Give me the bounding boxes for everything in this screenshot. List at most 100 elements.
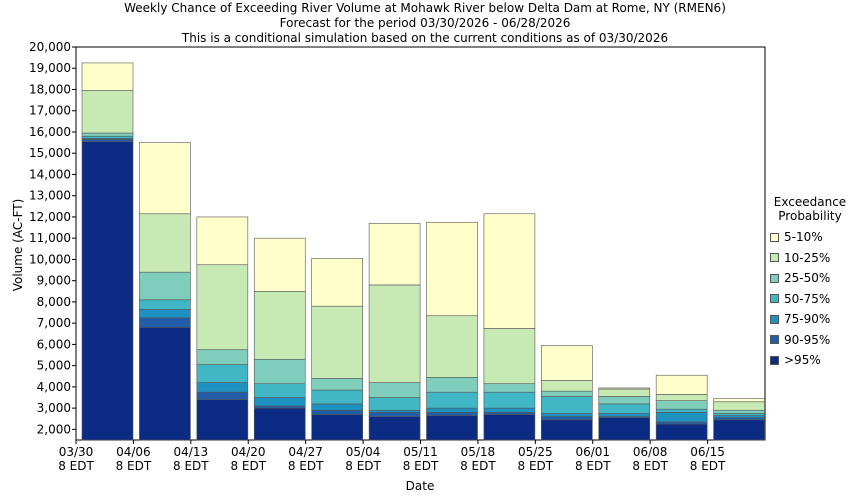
y-axis: 2,000 3,000 4,000 5,000 6,000 7,000 8,000 9,000… (29, 40, 76, 436)
bar-segment-1025 (253, 290, 306, 360)
bar-segment-95 (426, 415, 478, 441)
y-tick-label: 14,000 (29, 167, 71, 181)
legend-swatch (770, 273, 779, 283)
x-tick-label-date: 04/06 (116, 445, 151, 459)
bar-segment-5075 (655, 408, 708, 413)
bar-segment-9095 (81, 139, 134, 142)
bar-group (81, 62, 134, 441)
bar-segment-7590 (426, 407, 478, 413)
bar-group (598, 387, 651, 441)
x-tick-label-time: 8 EDT (632, 459, 668, 473)
bar-segment-5075 (426, 391, 478, 409)
x-tick-label-time: 8 EDT (460, 459, 496, 473)
x-tick-label-date: 04/20 (231, 445, 266, 459)
bar-segment-7590 (139, 309, 191, 319)
y-tick-label: 15,000 (29, 146, 71, 160)
bar-segment-510 (253, 237, 306, 292)
bar-segment-510 (426, 221, 478, 317)
bar-segment-510 (483, 213, 536, 329)
chart-title: Weekly Chance of Exceeding River Volume … (124, 1, 726, 15)
bar-segment-5075 (253, 383, 306, 398)
bar-segment-9095 (368, 412, 421, 417)
bar-segment-1025 (598, 388, 651, 397)
legend-label: 50-75% (784, 291, 831, 306)
bar-group (368, 223, 421, 441)
legend-item: 75-90% (770, 309, 850, 330)
bar-segment-5075 (311, 389, 363, 405)
x-tick-label-date: 03/30 (59, 445, 94, 459)
bar-segment-1025 (196, 264, 249, 351)
bar-segment-510 (368, 223, 421, 286)
bar-segment-95 (81, 141, 134, 441)
x-axis-label: Date (406, 479, 435, 493)
bar-segment-1025 (139, 213, 191, 273)
bar-segment-95 (655, 423, 708, 441)
y-tick-label: 16,000 (29, 125, 71, 139)
bar-segment-2550 (655, 400, 708, 410)
bar-segment-9095 (483, 412, 536, 415)
bar-group (196, 216, 249, 441)
y-tick-label: 19,000 (29, 61, 71, 75)
bar-segment-9095 (139, 317, 191, 328)
y-tick-label: 11,000 (29, 231, 71, 245)
bar-segment-2550 (598, 396, 651, 405)
bar-segment-5075 (713, 413, 765, 416)
y-tick-label: 6,000 (37, 337, 71, 351)
x-tick-label-date: 05/25 (518, 445, 553, 459)
y-tick-label: 18,000 (29, 82, 71, 96)
x-tick-label-date: 06/15 (690, 445, 725, 459)
bar-segment-7590 (196, 382, 249, 393)
bar-segment-7590 (368, 409, 421, 413)
bar-segment-95 (713, 419, 765, 441)
bar-group (139, 142, 191, 441)
x-tick-label-date: 06/01 (575, 445, 610, 459)
legend-item: 25-50% (770, 268, 850, 289)
legend-item: 90-95% (770, 330, 850, 351)
legend-label: 90-95% (784, 332, 831, 347)
y-axis-label: Volume (AC-FT) (11, 199, 25, 292)
legend-label: >95% (784, 353, 821, 368)
legend: Exceedance Probability 5-10% 10-25% 25-50%… (770, 195, 850, 371)
legend-label: 25-50% (784, 271, 831, 286)
bar-segment-510 (196, 216, 249, 266)
bar-segment-2550 (81, 132, 134, 137)
x-tick-label-date: 05/18 (461, 445, 496, 459)
bar-segment-95 (253, 407, 306, 441)
bar-segment-2550 (483, 383, 536, 393)
bar-segment-9095 (253, 405, 306, 409)
legend-label: 75-90% (784, 312, 831, 327)
bar-segment-5075 (541, 396, 593, 414)
bar-segment-510 (598, 387, 651, 390)
legend-item: 50-75% (770, 289, 850, 310)
bar-segment-9095 (541, 416, 593, 421)
bar-segment-7590 (541, 413, 593, 417)
bars-layer (81, 62, 765, 441)
x-tick-label-time: 8 EDT (345, 459, 381, 473)
chart-subtitle-period: Forecast for the period 03/30/2026 - 06/… (279, 16, 571, 30)
legend-swatch (770, 253, 779, 263)
x-tick-label-time: 8 EDT (58, 459, 94, 473)
y-tick-label: 3,000 (37, 401, 71, 415)
legend-items: 5-10% 10-25% 25-50% 50-75% 75-90% 90-95% >95% (770, 227, 850, 371)
bar-segment-9095 (196, 391, 249, 400)
bar-segment-7590 (655, 412, 708, 423)
legend-item: 5-10% (770, 227, 850, 248)
x-tick-label-date: 06/08 (633, 445, 668, 459)
x-tick-label-date: 04/27 (288, 445, 323, 459)
legend-title-line-2: Probability (778, 209, 842, 223)
bar-segment-7590 (598, 413, 651, 417)
bar-segment-510 (655, 374, 708, 395)
legend-title-line-1: Exceedance (773, 195, 847, 209)
bar-segment-2550 (713, 409, 765, 414)
legend-label: 10-25% (784, 250, 831, 265)
bar-group (426, 221, 478, 441)
bar-segment-2550 (426, 377, 478, 393)
bar-segment-1025 (81, 90, 134, 134)
bar-segment-95 (483, 414, 536, 441)
x-tick-label-time: 8 EDT (288, 459, 324, 473)
x-tick-label-time: 8 EDT (518, 459, 554, 473)
x-tick-label-time: 8 EDT (230, 459, 266, 473)
y-tick-label: 7,000 (37, 316, 71, 330)
bar-segment-1025 (541, 380, 593, 392)
